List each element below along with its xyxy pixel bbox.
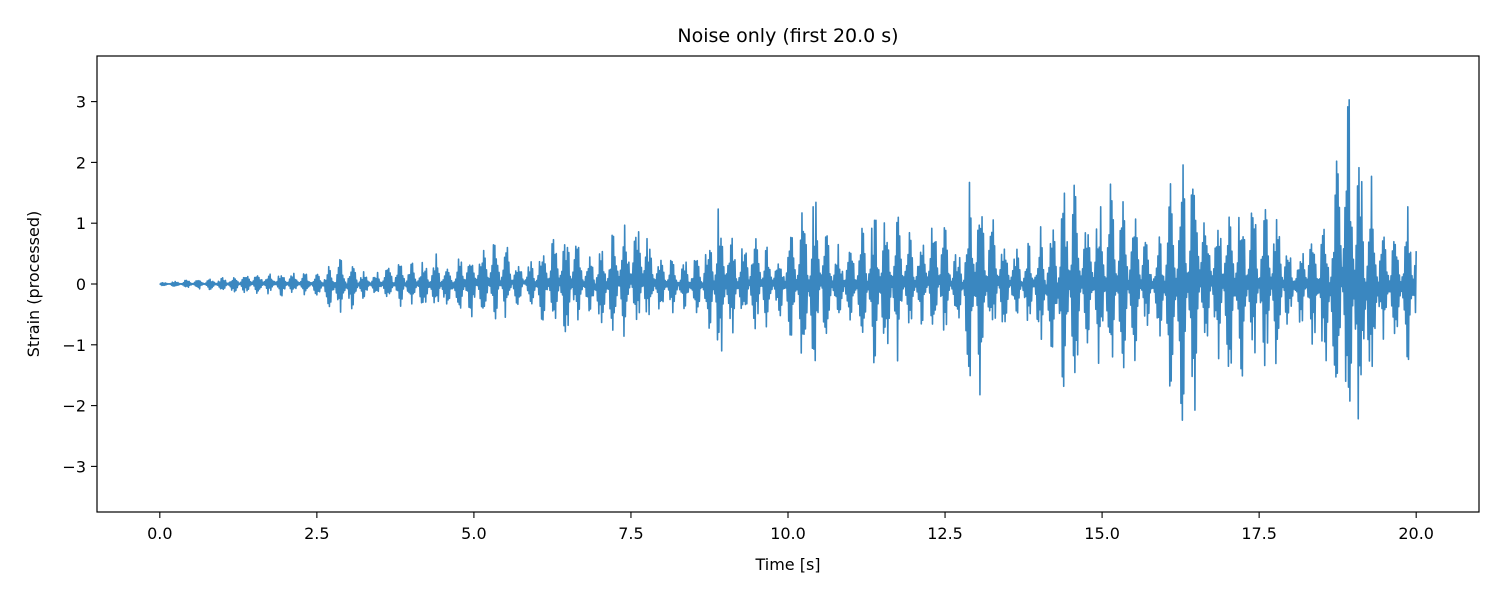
x-axis: 0.0 2.5 5.0 7.5 10.0 12.5 15.0 17.5 20.0 bbox=[147, 512, 1434, 543]
x-tick-label: 5.0 bbox=[461, 524, 486, 543]
y-tick-label: 3 bbox=[76, 93, 86, 112]
chart-title: Noise only (first 20.0 s) bbox=[677, 25, 898, 47]
y-axis-label: Strain (processed) bbox=[24, 211, 43, 357]
y-tick-label: 1 bbox=[76, 214, 86, 233]
x-tick-label: 2.5 bbox=[304, 524, 329, 543]
y-tick-label: −2 bbox=[62, 397, 86, 416]
x-tick-label: 12.5 bbox=[927, 524, 963, 543]
x-tick-label: 15.0 bbox=[1084, 524, 1120, 543]
y-tick-label: 2 bbox=[76, 153, 86, 172]
plot-area bbox=[159, 99, 1417, 421]
y-tick-label: −3 bbox=[62, 457, 86, 476]
y-tick-label: −1 bbox=[62, 336, 86, 355]
series-line bbox=[159, 99, 1417, 421]
x-tick-label: 0.0 bbox=[147, 524, 172, 543]
x-tick-label: 20.0 bbox=[1398, 524, 1434, 543]
x-tick-label: 7.5 bbox=[618, 524, 643, 543]
x-tick-label: 10.0 bbox=[770, 524, 806, 543]
x-tick-label: 17.5 bbox=[1241, 524, 1277, 543]
y-tick-label: 0 bbox=[76, 275, 86, 294]
axes-frame bbox=[96, 55, 1480, 513]
x-axis-label: Time [s] bbox=[754, 555, 820, 574]
y-axis: −3 −2 −1 0 1 2 3 bbox=[62, 93, 97, 476]
